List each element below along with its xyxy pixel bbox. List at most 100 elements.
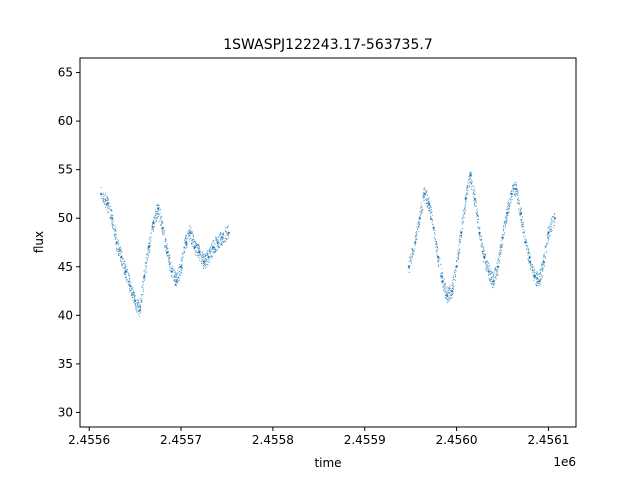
data-point-sample <box>522 225 524 227</box>
data-point-sample <box>188 230 190 232</box>
data-point-sample <box>427 207 429 209</box>
data-point-sample <box>459 234 461 236</box>
data-point-sample <box>159 212 161 214</box>
data-point-sample <box>484 262 486 264</box>
data-point-sample <box>132 293 134 295</box>
data-point-sample <box>109 205 111 207</box>
data-point-sample <box>462 214 464 216</box>
data-point-sample <box>492 283 494 285</box>
data-point-sample <box>425 194 427 196</box>
data-point-sample <box>193 245 195 247</box>
data-point-sample <box>178 270 180 272</box>
data-point-sample <box>528 256 530 258</box>
data-point-sample <box>122 258 124 260</box>
data-point-sample <box>426 206 428 208</box>
data-point-sample <box>473 186 475 188</box>
data-point-sample <box>178 267 180 269</box>
data-point-sample <box>168 258 170 260</box>
data-point-sample <box>431 222 433 224</box>
data-point-sample <box>185 234 187 236</box>
data-point-sample <box>489 271 491 273</box>
data-point-sample <box>550 224 552 226</box>
data-point-sample <box>106 209 108 211</box>
data-point-sample <box>120 263 122 265</box>
data-point-sample <box>198 246 200 248</box>
data-point-sample <box>168 263 170 265</box>
data-point-sample <box>165 239 167 241</box>
data-point-sample <box>549 226 551 228</box>
data-point-sample <box>213 240 215 242</box>
data-point-sample <box>184 239 186 241</box>
data-point-sample <box>505 225 507 227</box>
data-point-sample <box>190 237 192 239</box>
x-axis-label: time <box>314 456 341 470</box>
data-point-sample <box>488 273 490 275</box>
data-point-sample <box>104 193 106 195</box>
data-point-sample <box>449 297 451 299</box>
data-point-sample <box>526 242 528 244</box>
data-point-sample <box>143 278 145 280</box>
data-point-sample <box>112 214 114 216</box>
data-point-sample <box>514 195 516 197</box>
data-point-sample <box>145 271 147 273</box>
data-point-sample <box>546 244 548 246</box>
data-point-sample <box>516 189 518 191</box>
data-point-sample <box>428 208 430 210</box>
data-point-sample <box>452 287 454 289</box>
data-point-sample <box>436 248 438 250</box>
data-point-sample <box>186 233 188 235</box>
data-point-sample <box>498 252 500 254</box>
data-point-sample <box>428 198 430 200</box>
data-point-sample <box>110 210 112 212</box>
data-point-sample <box>144 263 146 265</box>
data-point-sample <box>510 201 512 203</box>
data-point-sample <box>477 216 479 218</box>
data-point-sample <box>102 192 104 194</box>
data-point-sample <box>543 256 545 258</box>
data-point-sample <box>120 260 122 262</box>
data-point-sample <box>527 259 529 261</box>
data-point-sample <box>465 196 467 198</box>
data-point-sample <box>152 230 154 232</box>
data-point-sample <box>127 278 129 280</box>
data-point-sample <box>184 251 186 253</box>
data-point-sample <box>115 231 117 233</box>
data-point-sample <box>216 250 218 252</box>
data-point-sample <box>189 235 191 237</box>
data-point-sample <box>136 302 138 304</box>
data-point-sample <box>411 252 413 254</box>
data-point-sample <box>521 212 523 214</box>
data-point-sample <box>117 239 119 241</box>
data-point-sample <box>547 226 549 228</box>
data-point-sample <box>130 284 132 286</box>
data-point <box>221 236 224 239</box>
data-point-sample <box>132 287 134 289</box>
data-point-sample <box>132 299 134 301</box>
data-point-sample <box>140 307 142 309</box>
data-point-sample <box>416 228 418 230</box>
data-point-sample <box>465 200 467 202</box>
data-point-sample <box>218 234 220 236</box>
data-point-sample <box>164 246 166 248</box>
data-point-sample <box>493 281 495 283</box>
data-point-sample <box>447 302 449 304</box>
data-point-sample <box>165 245 167 247</box>
data-point-sample <box>504 221 506 223</box>
data-point-sample <box>410 259 412 261</box>
data-point-sample <box>448 290 450 292</box>
data-point-sample <box>545 243 547 245</box>
plot-frame <box>79 57 577 428</box>
data-point-sample <box>460 234 462 236</box>
data-point-sample <box>113 228 115 230</box>
data-point-sample <box>222 241 224 243</box>
data-point-sample <box>469 175 471 177</box>
data-point-sample <box>520 215 522 217</box>
data-point-sample <box>454 279 456 281</box>
data-point-sample <box>468 178 470 180</box>
data-point-sample <box>541 261 543 263</box>
data-point-sample <box>180 258 182 260</box>
data-point-sample <box>107 202 109 204</box>
data-point-sample <box>181 252 183 254</box>
data-point-sample <box>532 270 534 272</box>
